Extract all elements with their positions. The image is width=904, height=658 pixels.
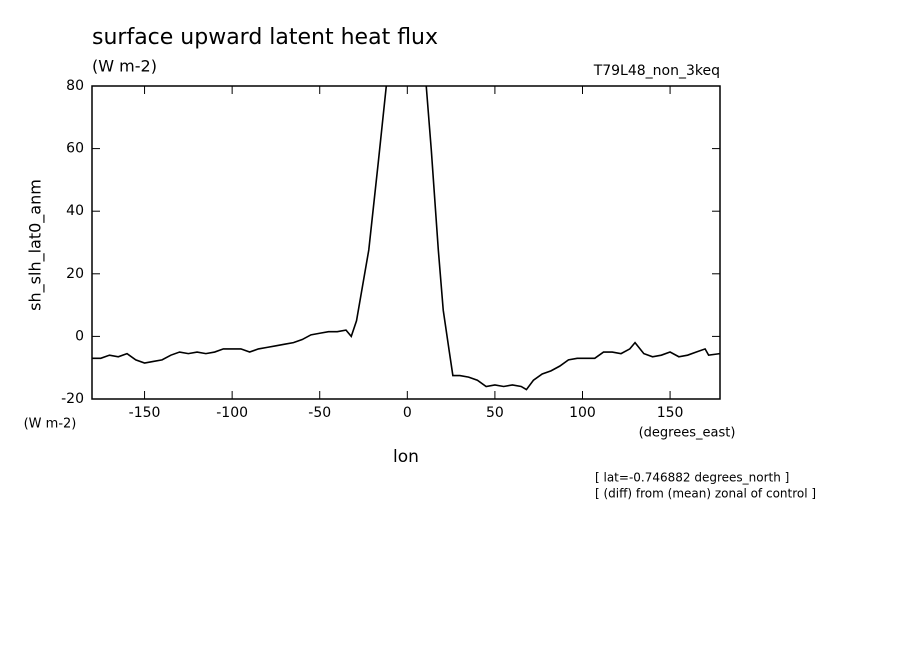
- x-tick-label: -50: [308, 405, 331, 421]
- data-line: [92, 86, 720, 391]
- x-tick-label: 150: [657, 405, 684, 421]
- chart-title: surface upward latent heat flux: [92, 25, 438, 50]
- note: [ (diff) from (mean) zonal of control ]: [595, 487, 816, 501]
- y-axis-label: sh_slh_lat0_anm: [26, 179, 46, 311]
- y-tick-label: -20: [61, 391, 84, 407]
- x-tick-label: 0: [403, 405, 412, 421]
- x-tick-label: 50: [486, 405, 504, 421]
- note: [ lat=-0.746882 degrees_north ]: [595, 471, 789, 485]
- units: (W m-2): [92, 57, 157, 76]
- x-tick-label: -150: [129, 405, 161, 421]
- y-tick-label: 0: [75, 328, 84, 344]
- x-units: (degrees_east): [639, 426, 736, 441]
- y-tick-label: 20: [66, 266, 84, 282]
- x-tick-label: 100: [569, 405, 596, 421]
- y-tick-label: 80: [66, 78, 84, 94]
- y-tick-label: 60: [66, 141, 84, 157]
- x-tick-label: -100: [216, 405, 248, 421]
- x-axis-label: lon: [393, 447, 419, 467]
- y-tick-label: 40: [66, 203, 84, 219]
- plot-frame: [91, 85, 721, 400]
- experiment: T79L48_non_3keq: [593, 63, 720, 79]
- y-units: (W m-2): [24, 417, 77, 432]
